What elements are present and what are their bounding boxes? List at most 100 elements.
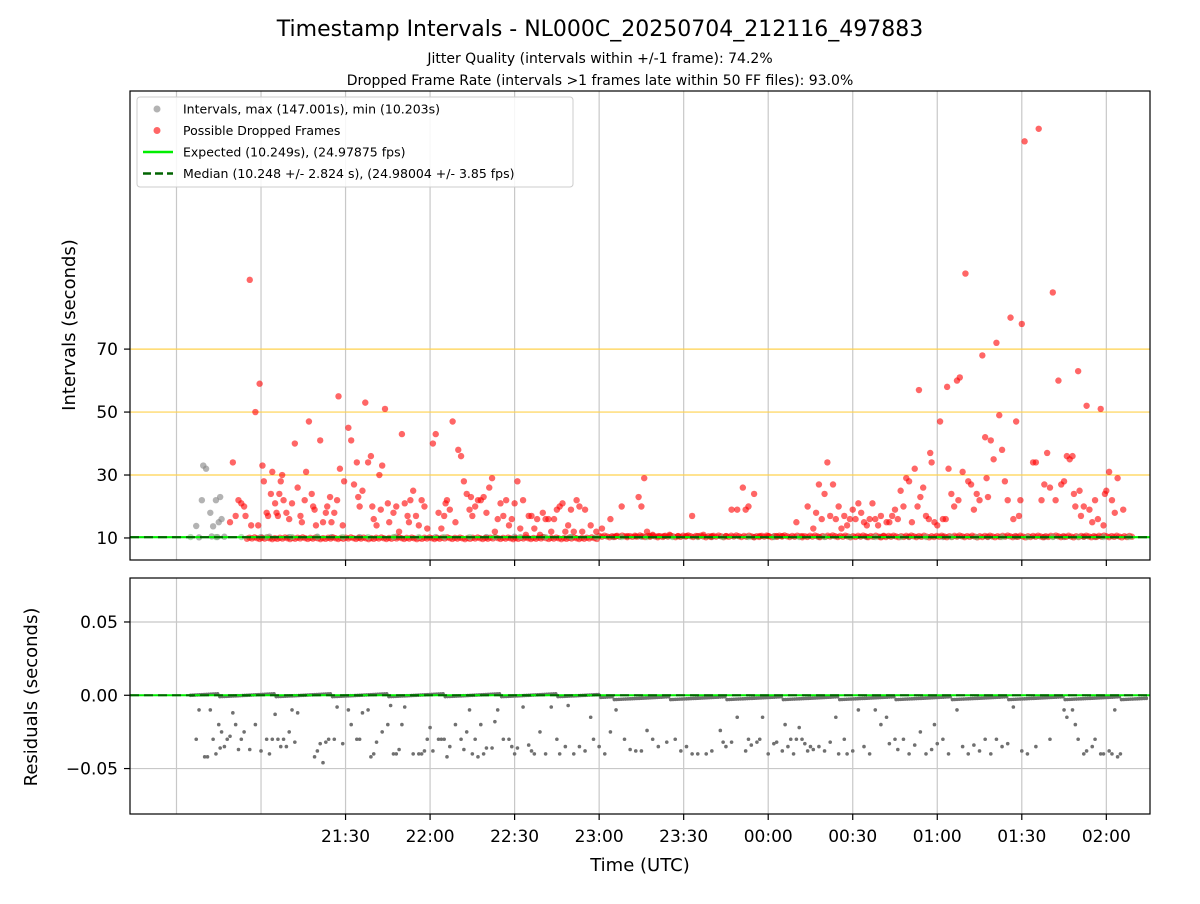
- dropped-frame-point: [229, 459, 237, 466]
- residual-point: [332, 737, 337, 742]
- dropped-frame-point: [917, 493, 924, 501]
- residual-point: [563, 744, 568, 749]
- residual-point: [786, 744, 790, 749]
- dropped-frame-point: [370, 515, 377, 523]
- dropped-frame-point: [443, 496, 451, 504]
- legend-label: Expected (10.249s), (24.97875 fps): [183, 145, 405, 160]
- residual-point: [312, 755, 317, 759]
- dropped-frame-point: [491, 528, 499, 535]
- residual-point: [270, 737, 275, 742]
- dropped-frame-point: [993, 339, 1000, 347]
- residual-point: [788, 737, 793, 742]
- residual-point: [1107, 749, 1111, 753]
- residual-point: [780, 749, 785, 753]
- dropped-frame-point: [812, 509, 820, 516]
- dropped-frame-point: [548, 528, 555, 535]
- residual-point: [1081, 752, 1086, 756]
- residual-point: [743, 749, 748, 753]
- residual-point: [633, 749, 638, 753]
- residual-point: [293, 740, 297, 744]
- residual-point: [425, 737, 430, 742]
- dropped-frame-point: [936, 418, 944, 425]
- residual-point: [515, 746, 520, 750]
- residual-point: [278, 744, 283, 749]
- dropped-frame-point: [838, 525, 845, 532]
- dropped-frame-point: [793, 519, 800, 526]
- dropped-frame-point: [486, 484, 493, 491]
- residual-point: [386, 722, 390, 727]
- residual-point: [411, 752, 415, 756]
- dropped-frame-point: [297, 512, 304, 520]
- residual-point: [797, 725, 801, 730]
- dropped-frame-point: [835, 503, 842, 510]
- dropped-frame-point: [694, 532, 701, 540]
- dropped-frame-point: [570, 528, 577, 535]
- dropped-frame-point: [1069, 452, 1076, 460]
- residual-point: [400, 722, 404, 727]
- dropped-frame-point: [435, 509, 442, 516]
- residual-point: [966, 752, 971, 756]
- residual-point: [577, 744, 582, 749]
- dropped-frame-point: [533, 515, 541, 523]
- dropped-frame-point: [271, 500, 279, 507]
- residual-point: [673, 737, 678, 742]
- dropped-frame-point: [252, 408, 259, 416]
- dropped-frame-point: [911, 465, 918, 472]
- residual-point: [326, 737, 331, 742]
- residual-point: [845, 752, 849, 756]
- x-tick-label: 22:30: [490, 827, 539, 847]
- dropped-frame-point: [779, 532, 786, 540]
- dropped-frame-point: [438, 525, 445, 532]
- dropped-frame-point: [322, 509, 330, 516]
- dropped-frame-point: [576, 503, 583, 510]
- residual-point: [1084, 749, 1089, 753]
- dropped-frame-point: [1049, 289, 1056, 296]
- dropped-frame-point: [824, 459, 831, 466]
- dropped-frame-point: [1111, 509, 1118, 516]
- residual-point: [428, 725, 432, 730]
- residual-point: [960, 744, 965, 749]
- dropped-frame-point: [984, 493, 992, 501]
- residual-point: [216, 722, 221, 727]
- dropped-frame-point: [377, 506, 384, 513]
- residual-point: [955, 708, 959, 712]
- dropped-frame-point: [345, 424, 352, 431]
- dropped-frame-point: [393, 503, 400, 510]
- residual-point: [464, 730, 469, 734]
- dropped-frame-point: [432, 430, 439, 438]
- dropped-frame-point: [469, 512, 476, 520]
- dropped-frame-point: [471, 503, 479, 510]
- residual-point: [710, 749, 714, 753]
- dropped-frame-point: [340, 478, 348, 485]
- dropped-frame-point: [1086, 506, 1093, 513]
- residual-point: [896, 747, 900, 752]
- dropped-frame-point: [979, 352, 986, 359]
- residual-point: [436, 737, 441, 742]
- y-tick-label: 30: [96, 466, 118, 486]
- residual-point: [357, 737, 362, 742]
- residual-point: [842, 737, 847, 742]
- dropped-frame-point: [378, 462, 386, 469]
- residual-point: [760, 715, 765, 720]
- dropped-frame-point: [562, 528, 569, 535]
- residual-point: [622, 737, 627, 742]
- dropped-frame-point: [404, 512, 411, 520]
- dropped-frame-point: [421, 503, 428, 510]
- dropped-frame-point: [497, 500, 504, 507]
- dropped-frame-point: [285, 515, 293, 523]
- legend-box: [136, 96, 574, 188]
- residual-point: [1144, 696, 1149, 701]
- residual-point: [526, 743, 531, 747]
- dropped-frame-point: [874, 522, 882, 529]
- residual-point: [566, 703, 570, 708]
- residual-point: [360, 711, 365, 715]
- dropped-frame-point: [356, 503, 363, 510]
- legend-red-marker: [153, 127, 161, 134]
- dropped-frame-point: [950, 503, 958, 510]
- residual-point: [442, 737, 446, 742]
- dropped-frame-point: [1007, 314, 1014, 321]
- residual-point: [1076, 737, 1080, 742]
- residual-point: [422, 749, 427, 753]
- residual-point: [822, 749, 827, 753]
- residual-point: [608, 730, 613, 734]
